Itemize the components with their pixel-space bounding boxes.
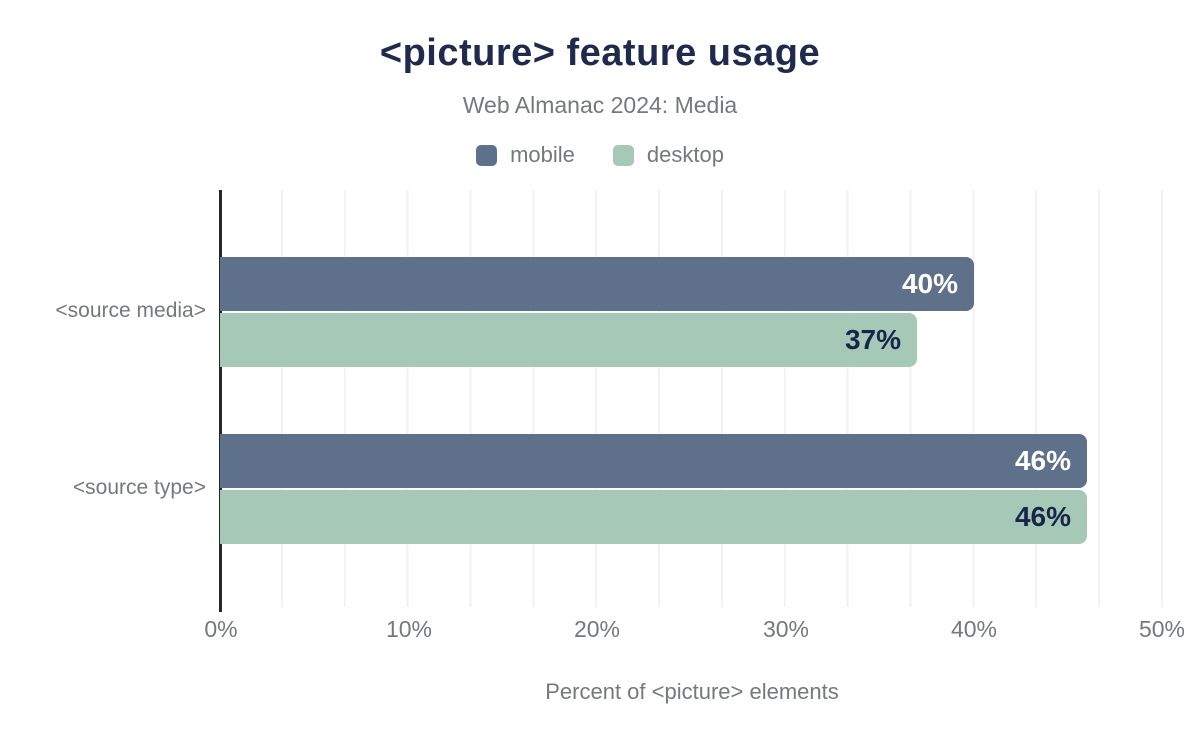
gridlines bbox=[220, 190, 1164, 607]
bar-value-label: 46% bbox=[1014, 501, 1071, 532]
mobile-swatch-icon bbox=[476, 144, 498, 166]
category-label-source-type: <source type> bbox=[72, 476, 206, 499]
x-tick-20: 20% bbox=[573, 616, 621, 642]
bar-desktop-source-type[interactable]: 46% bbox=[220, 490, 1087, 544]
legend: mobile desktop bbox=[0, 142, 1200, 168]
bar-desktop-source-media[interactable]: 37% bbox=[220, 313, 917, 367]
bar-mobile-source-media[interactable]: 40% bbox=[220, 257, 974, 311]
category-label-source-media: <source media> bbox=[55, 299, 206, 322]
x-tick-40: 40% bbox=[950, 616, 998, 642]
x-axis-title: Percent of <picture> elements bbox=[545, 679, 839, 704]
chart-subtitle: Web Almanac 2024: Media bbox=[462, 92, 738, 118]
x-tick-0: 0% bbox=[204, 616, 238, 642]
x-tick-30: 30% bbox=[762, 616, 810, 642]
legend-item-mobile[interactable]: mobile bbox=[476, 142, 575, 168]
desktop-swatch-icon bbox=[612, 144, 634, 166]
legend-label-mobile: mobile bbox=[510, 142, 575, 167]
y-axis-line bbox=[219, 190, 222, 612]
bar-value-label: 40% bbox=[901, 268, 958, 299]
chart-title: <picture> feature usage bbox=[379, 32, 821, 74]
bar-value-label: 46% bbox=[1014, 445, 1071, 476]
x-tick-10: 10% bbox=[385, 616, 433, 642]
x-tick-50: 50% bbox=[1138, 616, 1186, 642]
legend-item-desktop[interactable]: desktop bbox=[612, 142, 724, 168]
bar-mobile-source-type[interactable]: 46% bbox=[220, 434, 1087, 488]
bar-value-label: 37% bbox=[844, 324, 901, 355]
legend-label-desktop: desktop bbox=[646, 142, 724, 167]
